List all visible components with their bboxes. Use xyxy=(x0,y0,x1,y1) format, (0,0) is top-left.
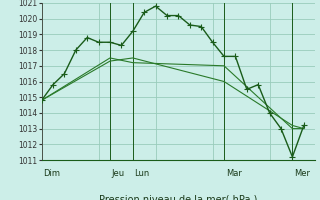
Text: Jeu: Jeu xyxy=(112,169,125,178)
Text: Mar: Mar xyxy=(226,169,242,178)
Text: Dim: Dim xyxy=(43,169,60,178)
Text: Pression niveau de la mer( hPa ): Pression niveau de la mer( hPa ) xyxy=(99,195,258,200)
Text: Lun: Lun xyxy=(134,169,150,178)
Text: Mer: Mer xyxy=(294,169,310,178)
